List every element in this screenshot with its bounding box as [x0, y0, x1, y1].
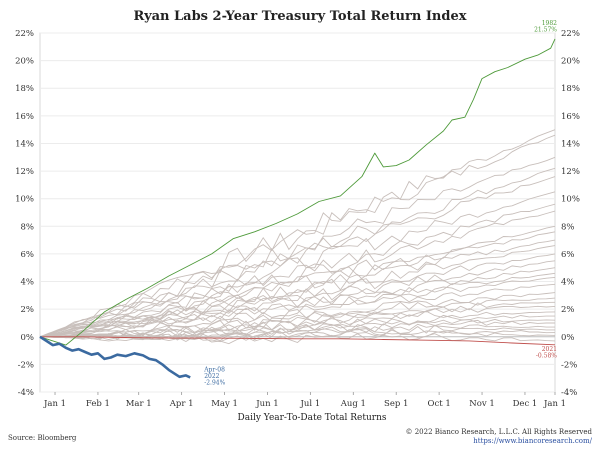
y-tick-label-left: 8% — [21, 222, 35, 232]
series-label: 2021 — [542, 346, 557, 353]
y-tick-label-left: -2% — [18, 360, 34, 370]
y-tick-label-right: 12% — [561, 167, 580, 177]
background-line — [39, 297, 556, 338]
source-note: Source: Bloomberg — [8, 434, 77, 442]
y-tick-label-left: 20% — [15, 57, 34, 67]
background-line — [39, 333, 556, 345]
series-label: -0.58% — [536, 352, 557, 359]
x-tick-label: Apr 1 — [169, 399, 194, 409]
background-line — [39, 239, 556, 338]
x-tick-label: Sep 1 — [384, 399, 408, 409]
y-tick-label-right: 14% — [561, 139, 580, 149]
y-tick-label-right: 4% — [561, 278, 575, 288]
series-line — [40, 336, 556, 346]
x-tick-label: Nov 1 — [469, 399, 494, 409]
left-axis: -4% -2% 0% 2% 4% 6% 8% 10% 12% 14% 16% 18% 20% 22% — [15, 29, 34, 398]
background-line — [39, 176, 556, 338]
background-line — [39, 329, 556, 343]
series-label: Apr-08 — [203, 366, 225, 373]
y-tick-label-right: 6% — [561, 250, 575, 260]
y-tick-label-right: 2% — [561, 305, 575, 315]
series-label: 2022 — [204, 373, 219, 380]
y-tick-label-right: 16% — [561, 112, 580, 122]
series-label: 21.57% — [534, 26, 557, 33]
background-line — [39, 245, 556, 338]
y-tick-label-right: 22% — [561, 29, 580, 39]
series-line — [39, 335, 191, 379]
background-line — [39, 167, 556, 338]
y-tick-label-right: 18% — [561, 84, 580, 94]
series-label: 1982 — [542, 20, 557, 27]
y-tick-label-left: 22% — [15, 29, 34, 39]
right-axis: -4% -2% 0% 2% 4% 6% 8% 10% 12% 14% 16% 18% 20% 22% — [561, 29, 580, 398]
x-tick-label: Feb 1 — [86, 399, 110, 409]
x-tick-label: Jan 1 — [543, 399, 566, 409]
y-tick-label-right: 0% — [561, 333, 575, 343]
y-tick-label-left: 12% — [15, 167, 34, 177]
background-line — [39, 156, 556, 338]
x-tick-label: Oct 1 — [427, 399, 450, 409]
y-tick-label-left: 16% — [15, 112, 34, 122]
y-tick-label-right: -2% — [561, 360, 577, 370]
background-line — [39, 301, 556, 338]
y-tick-label-right: 8% — [561, 222, 575, 232]
x-tick-label: Dec 1 — [513, 399, 538, 409]
x-tick-label: Jan 1 — [43, 399, 66, 409]
y-tick-label-right: -4% — [561, 388, 577, 398]
x-tick-label: May 1 — [211, 399, 238, 409]
background-line — [39, 134, 556, 338]
y-tick-label-left: 0% — [21, 333, 35, 343]
background-line — [39, 225, 556, 338]
highlight-series — [39, 38, 556, 379]
y-tick-label-right: 20% — [561, 57, 580, 67]
y-tick-label-left: 6% — [21, 250, 35, 260]
y-tick-label-left: 18% — [15, 84, 34, 94]
chart-title: Ryan Labs 2-Year Treasury Total Return I… — [134, 9, 467, 24]
background-line — [39, 260, 556, 338]
background-line — [39, 276, 556, 338]
background-line — [39, 323, 555, 340]
series-label: -2.94% — [204, 379, 225, 386]
y-tick-label-left: 10% — [15, 195, 34, 205]
x-tick-label: Mar 1 — [126, 399, 152, 409]
copyright-note: © 2022 Bianco Research, L.L.C. All Right… — [406, 428, 593, 436]
series-line — [39, 38, 556, 346]
website-link[interactable]: https://www.biancoresearch.com/ — [473, 437, 592, 445]
background-series — [39, 129, 556, 345]
y-tick-label-left: 14% — [15, 139, 34, 149]
x-tick-label: Aug 1 — [340, 399, 366, 409]
y-tick-label-left: 4% — [21, 278, 35, 288]
y-tick-label-right: 10% — [561, 195, 580, 205]
grid — [39, 32, 556, 393]
background-line — [39, 231, 556, 338]
background-line — [39, 129, 556, 338]
x-tick-label: Jul 1 — [300, 399, 321, 409]
background-line — [39, 191, 556, 338]
x-axis: Jan 1 Feb 1 Mar 1 Apr 1 May 1 Jun 1 Jul 1 Aug 1… — [43, 392, 566, 409]
y-tick-label-left: -4% — [18, 388, 34, 398]
x-axis-label: Daily Year-To-Date Total Returns — [238, 413, 387, 423]
y-tick-label-left: 2% — [21, 305, 35, 315]
x-tick-label: Jun 1 — [255, 399, 278, 409]
